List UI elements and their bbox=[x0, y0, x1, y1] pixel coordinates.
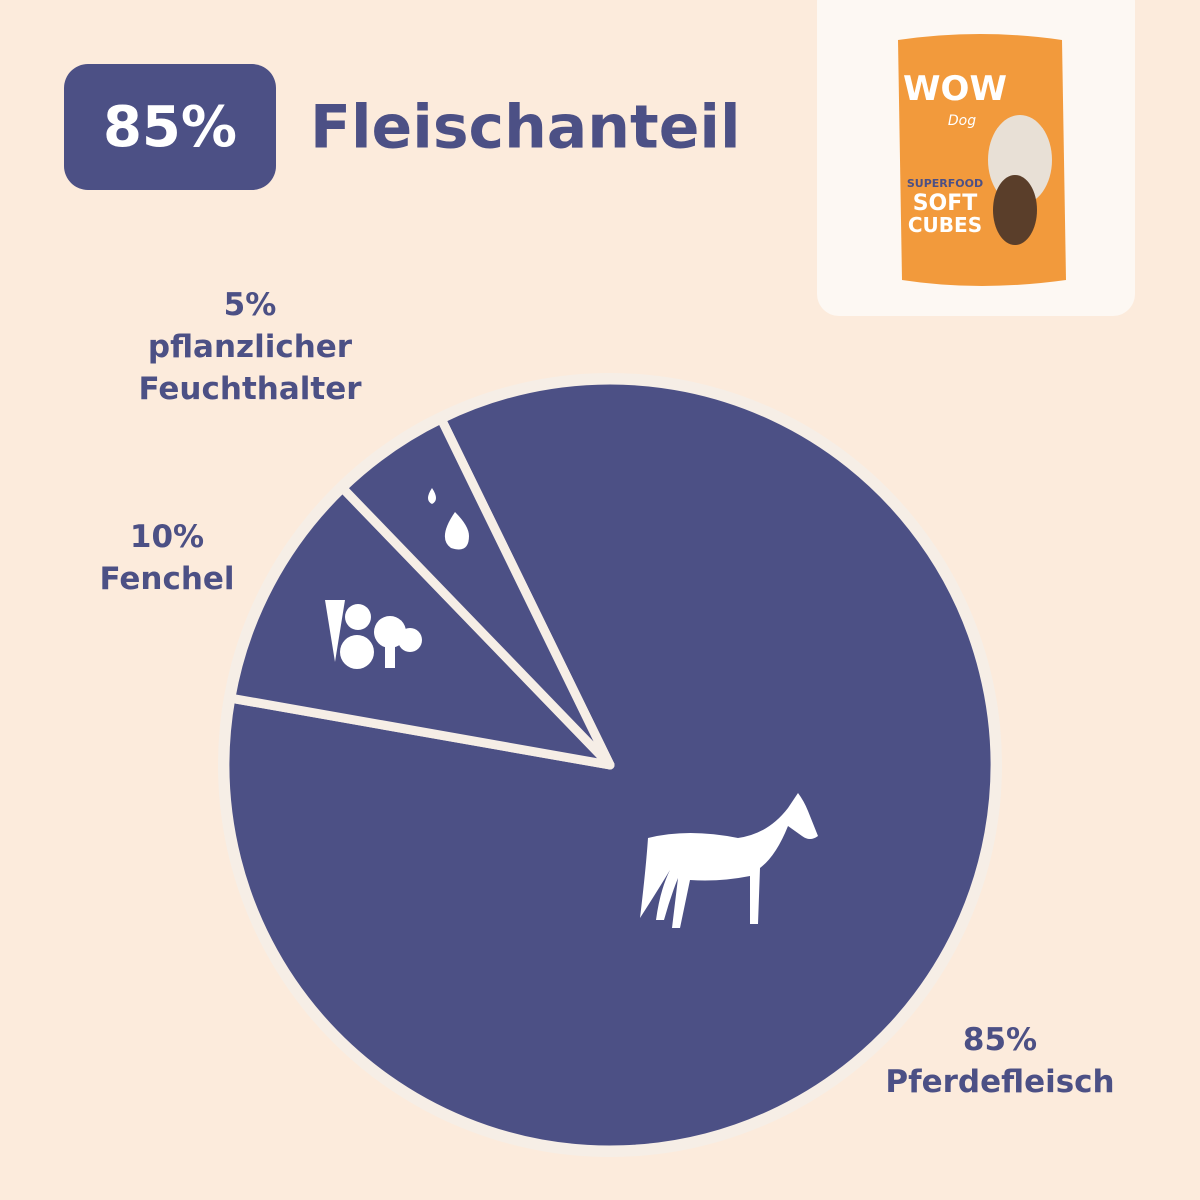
value-label: 85% bbox=[962, 1022, 1038, 1058]
product-line: CUBES bbox=[908, 213, 982, 237]
label: 10% Fenchel bbox=[67, 516, 267, 600]
category-label: Fenchel bbox=[99, 561, 235, 597]
badge-box bbox=[64, 64, 276, 190]
drop-icon bbox=[428, 488, 469, 550]
product-brand: WOW bbox=[903, 69, 1007, 109]
icons bbox=[325, 488, 818, 928]
product-treats bbox=[993, 175, 1037, 245]
label: 5% pflanzlicher Feuchthalter bbox=[75, 284, 425, 410]
badge: 85% bbox=[103, 95, 237, 160]
horse-icon bbox=[640, 793, 818, 928]
pie-slice bbox=[338, 414, 615, 770]
category-label: Pferdefleisch bbox=[885, 1064, 1115, 1100]
label: 85% Pferdefleisch bbox=[860, 1019, 1140, 1103]
value-label: 10% bbox=[129, 519, 205, 555]
chart-title: Fleischanteil bbox=[310, 93, 741, 163]
product-sub: Dog bbox=[948, 113, 976, 129]
product-line: SOFT bbox=[913, 191, 978, 216]
pie-slice bbox=[226, 483, 615, 770]
value-label: 5% bbox=[223, 287, 277, 323]
veg-icon bbox=[325, 600, 422, 669]
product-line: SUPERFOOD bbox=[907, 177, 983, 190]
category-label: pflanzlicher Feuchthalter bbox=[138, 329, 362, 407]
